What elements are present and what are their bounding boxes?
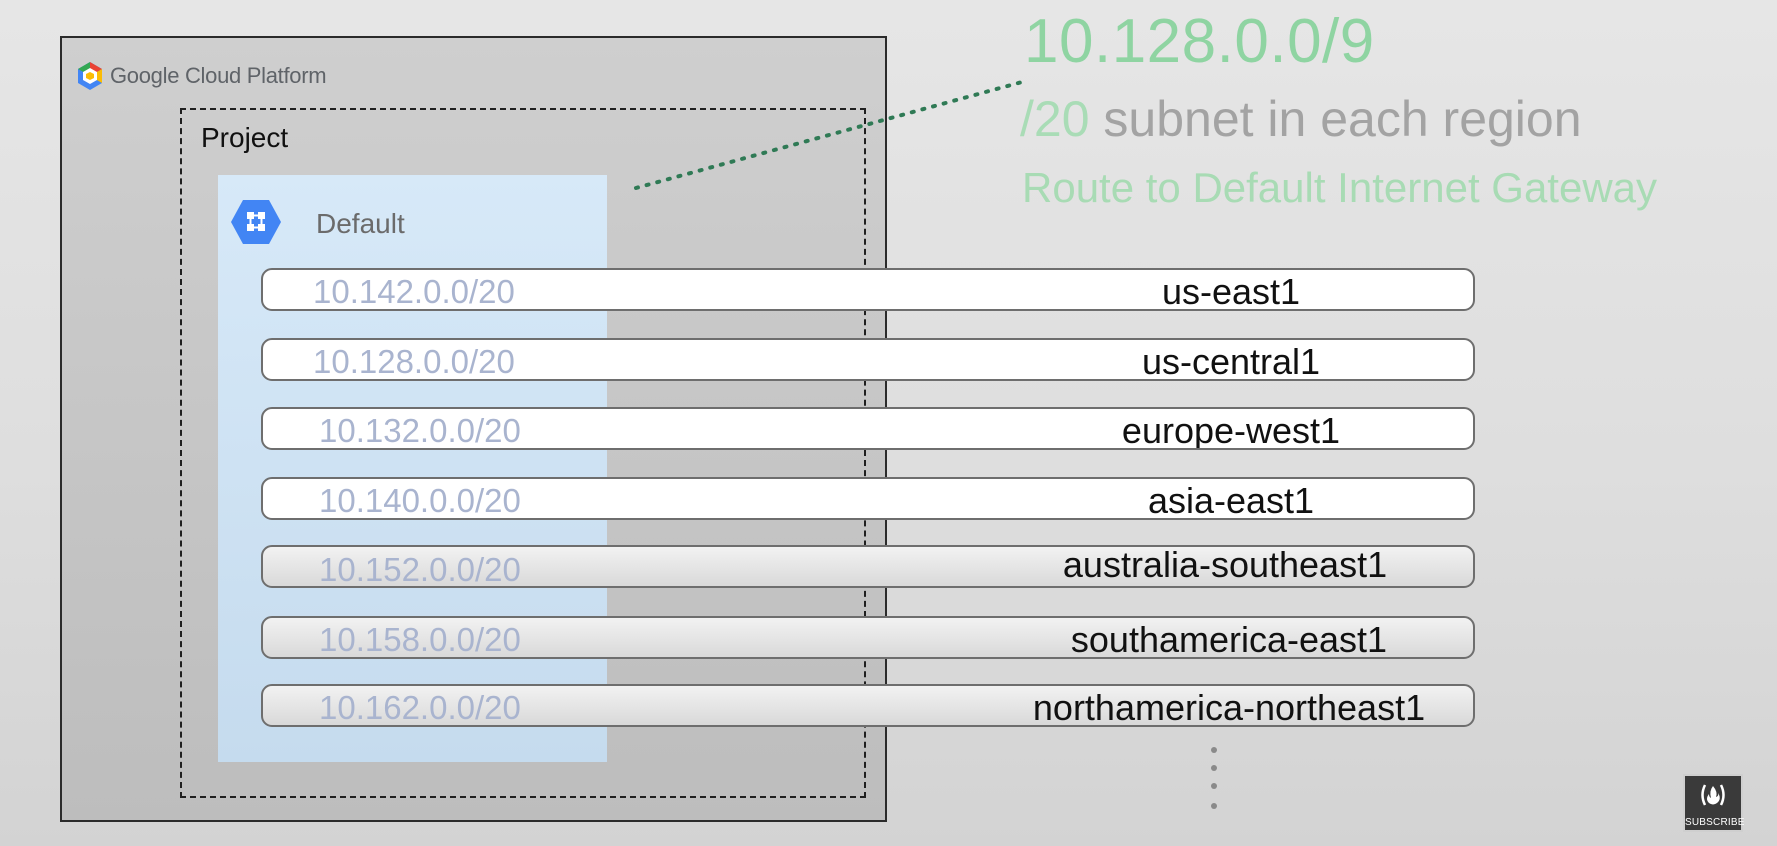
route-note: Route to Default Internet Gateway <box>1022 164 1658 211</box>
project-boundary <box>180 108 866 798</box>
subscribe-button[interactable]: SUBSCRIBE <box>1683 774 1745 832</box>
region-row: 10.162.0.0/20 northamerica-northeast1 <box>261 684 1475 727</box>
subnet-text: subnet in each region <box>1089 91 1582 147</box>
subnet-prefix: /20 <box>1020 91 1090 147</box>
region-row: 10.152.0.0/20 australia-southeast1 <box>261 545 1475 588</box>
region-name: us-east1 <box>1161 271 1301 311</box>
region-cidr: 10.128.0.0/20 <box>313 343 515 380</box>
region-name: us-central1 <box>1141 341 1321 381</box>
region-name: asia-east1 <box>1147 480 1315 520</box>
region-cidr: 10.162.0.0/20 <box>319 689 521 726</box>
vpc-network-icon <box>231 200 281 244</box>
brand-product: Cloud Platform <box>184 63 327 88</box>
default-vpc-panel <box>218 175 607 762</box>
gcp-brand-name: Google Cloud Platform <box>110 63 327 89</box>
more-regions-ellipsis-icon <box>1211 747 1217 809</box>
region-name: northamerica-northeast1 <box>1032 687 1426 727</box>
region-cidr: 10.140.0.0/20 <box>319 482 521 519</box>
subnet-note: /20 subnet in each region <box>1020 90 1582 148</box>
brand-google: Google <box>110 63 180 88</box>
region-cidr: 10.132.0.0/20 <box>319 412 521 449</box>
region-cidr: 10.152.0.0/20 <box>319 551 521 588</box>
freecodecamp-flame-icon <box>1701 784 1725 806</box>
subscribe-label: SUBSCRIBE <box>1685 817 1745 828</box>
region-name: australia-southeast1 <box>1062 545 1388 585</box>
region-name: southamerica-east1 <box>1070 619 1388 659</box>
region-row: 10.132.0.0/20 europe-west1 <box>261 407 1475 450</box>
vpc-label: Default <box>316 208 405 239</box>
region-cidr: 10.158.0.0/20 <box>319 621 521 658</box>
region-row: 10.128.0.0/20 us-central1 <box>261 338 1475 381</box>
google-cloud-hexagon-icon <box>78 62 102 90</box>
region-row: 10.142.0.0/20 us-east1 <box>261 268 1475 311</box>
region-cidr: 10.142.0.0/20 <box>313 273 515 310</box>
vpc-cidr-range: 10.128.0.0/9 <box>1024 7 1375 76</box>
region-row: 10.158.0.0/20 southamerica-east1 <box>261 616 1475 659</box>
region-row: 10.140.0.0/20 asia-east1 <box>261 477 1475 520</box>
project-label: Project <box>201 122 289 153</box>
region-name: europe-west1 <box>1121 410 1341 450</box>
